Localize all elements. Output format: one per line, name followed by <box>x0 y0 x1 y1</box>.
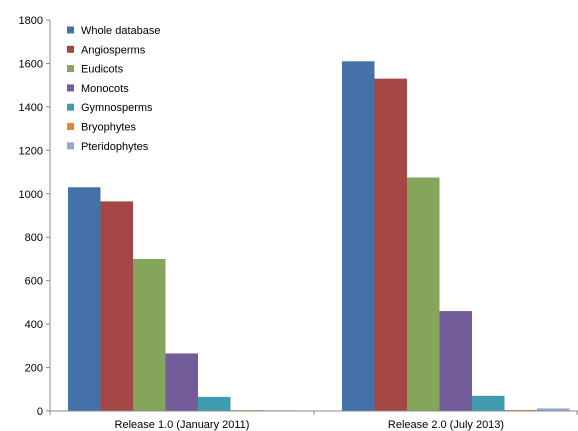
legend: Whole database Angiosperms Eudicots Monocot… <box>67 25 161 153</box>
legend-label: Eudicots <box>81 64 124 76</box>
legend-swatch <box>67 142 74 150</box>
y-tick-label: 1800 <box>19 15 43 27</box>
legend-swatch <box>67 26 74 34</box>
bars-group <box>68 61 570 412</box>
bar-whole-database-2 <box>342 61 375 412</box>
bar-monocots-1 <box>165 353 198 411</box>
legend-swatch <box>67 65 74 73</box>
bar-monocots-2 <box>439 311 472 411</box>
x-categories-group: Release 1.0 (January 2011) Release 2.0 (J… <box>49 411 578 431</box>
bar-gymnosperms-1 <box>198 396 231 411</box>
y-tick-label: 0 <box>37 406 43 418</box>
y-tick-label: 600 <box>25 276 43 288</box>
legend-label: Gymnosperms <box>81 102 153 114</box>
y-tick-label: 1000 <box>19 189 43 201</box>
legend-swatch <box>67 103 74 111</box>
y-tick-label: 1600 <box>19 58 43 70</box>
bar-angiosperms-2 <box>374 78 407 412</box>
y-tick-label: 1400 <box>19 102 43 114</box>
bar-eudicots-1 <box>133 258 166 411</box>
bar-pteridophytes-2 <box>537 408 570 411</box>
bar-eudicots-2 <box>407 177 440 411</box>
bar-bryophytes-2 <box>504 409 537 411</box>
legend-label: Whole database <box>81 25 161 37</box>
y-tick-label: 200 <box>25 363 43 375</box>
x-category-label: Release 1.0 (January 2011) <box>115 419 250 431</box>
legend-swatch <box>67 45 74 53</box>
legend-label: Angiosperms <box>81 44 146 56</box>
y-tick-label: 400 <box>25 319 43 331</box>
legend-label: Pteridophytes <box>81 141 149 153</box>
legend-label: Monocots <box>81 83 129 95</box>
bar-gymnosperms-2 <box>472 395 505 411</box>
bar-angiosperms-1 <box>100 201 133 411</box>
bar-whole-database-1 <box>68 187 101 411</box>
legend-swatch <box>67 123 74 130</box>
y-tick-label: 1200 <box>19 145 43 157</box>
legend-label: Bryophytes <box>81 122 137 134</box>
y-tick-label: 800 <box>25 232 43 244</box>
y-ticks-group: 0 200 400 600 800 1000 1200 1400 1600 1800 <box>19 15 50 418</box>
legend-swatch <box>67 84 74 92</box>
x-category-label: Release 2.0 (July 2013) <box>388 419 504 431</box>
